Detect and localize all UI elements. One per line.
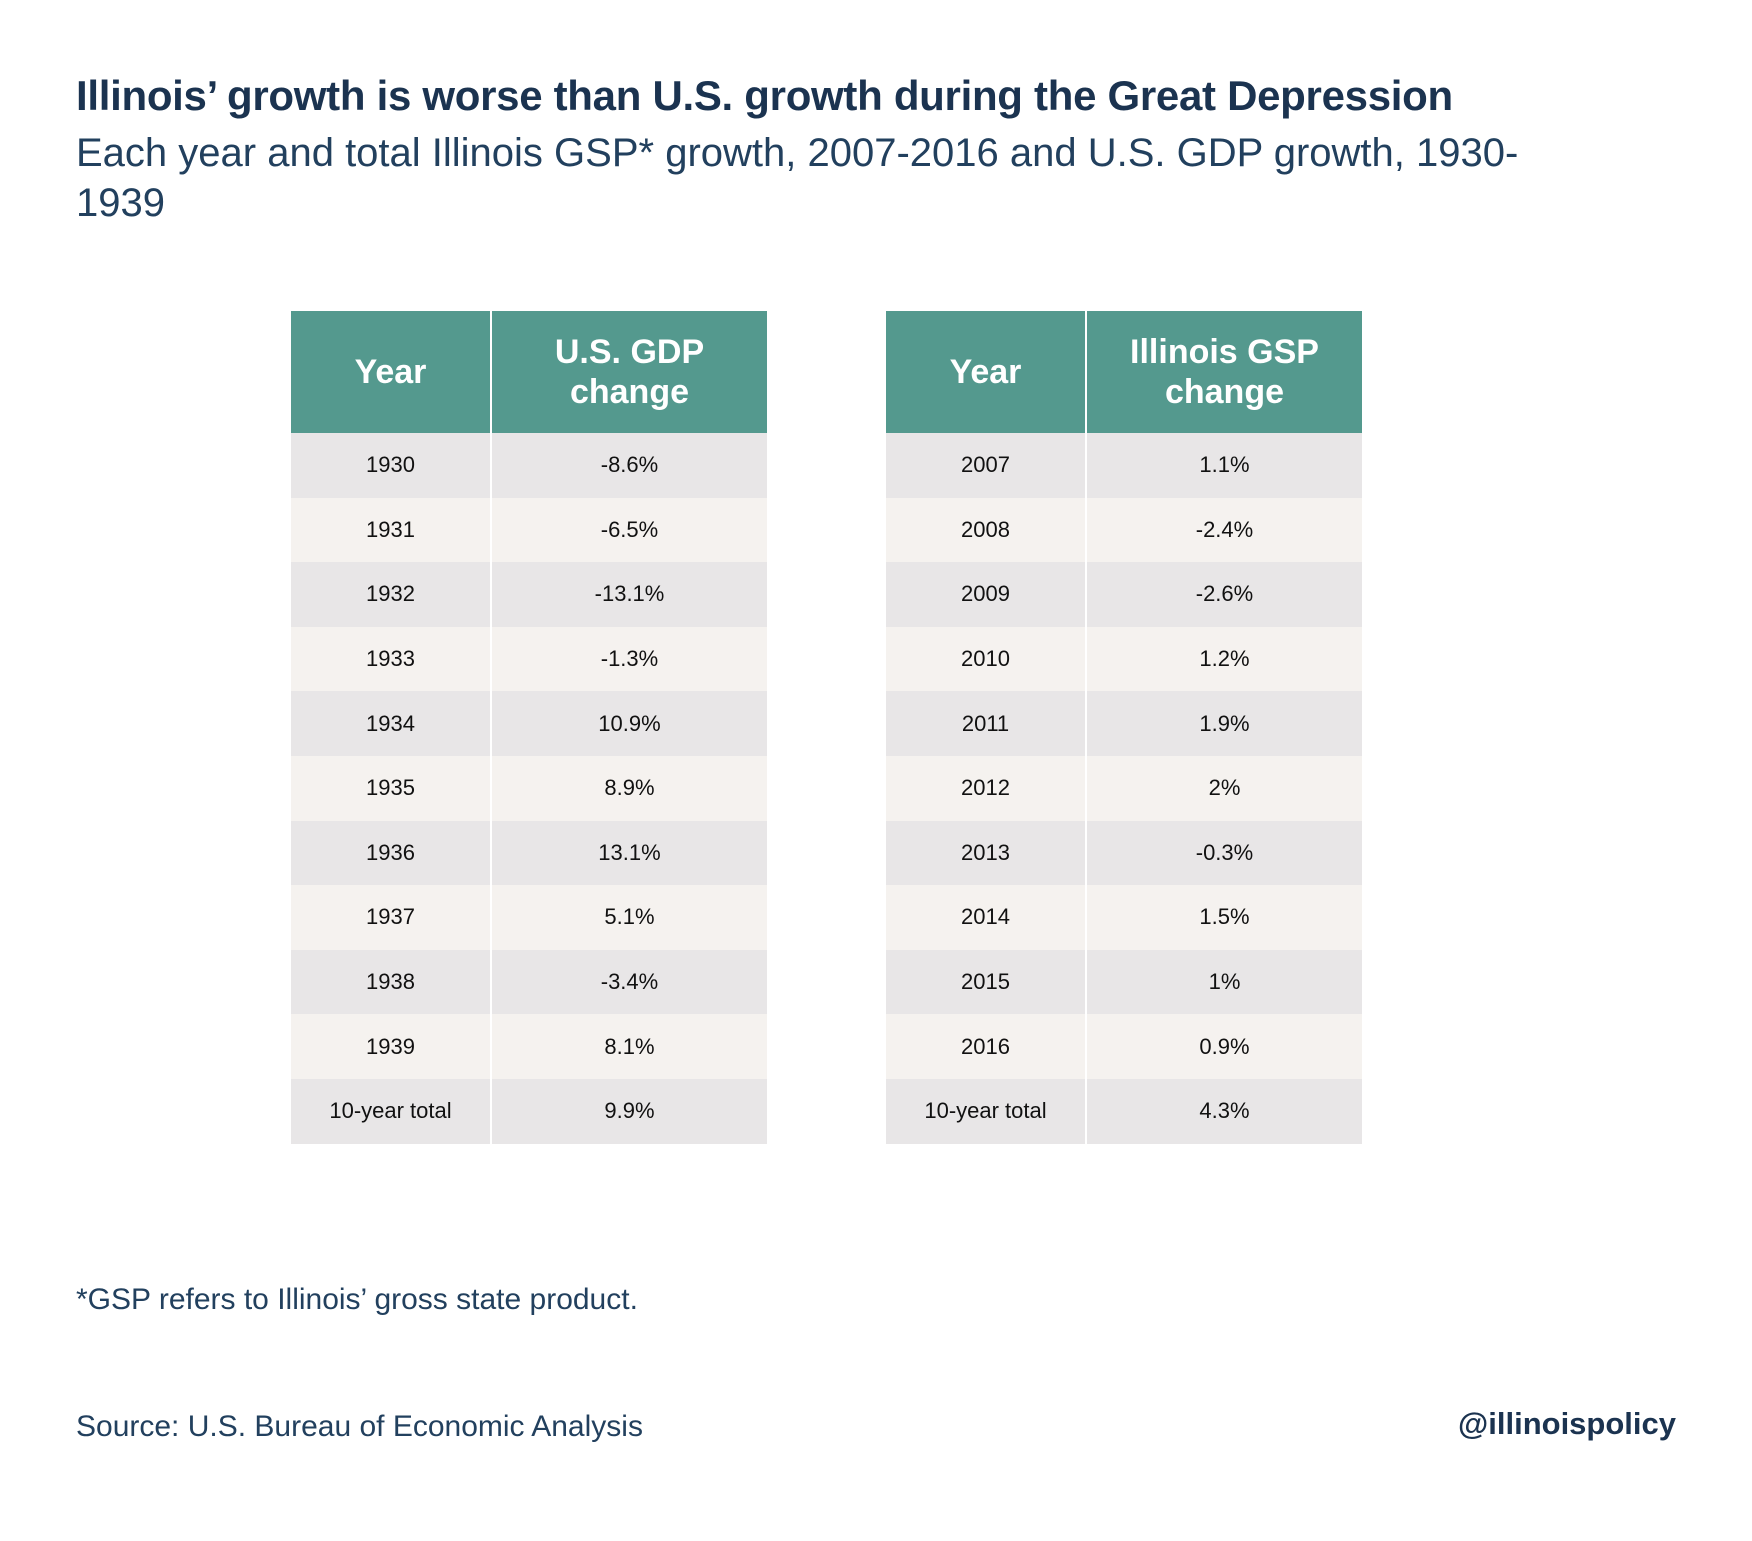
table-row: 2010 1.2% bbox=[886, 626, 1362, 692]
social-handle: @illinoispolicy bbox=[1458, 1406, 1676, 1441]
table-row: 1938 -3.4% bbox=[291, 949, 767, 1015]
year-cell: 1934 bbox=[291, 691, 491, 756]
year-cell: 2016 bbox=[886, 1014, 1086, 1079]
change-cell: -6.5% bbox=[490, 497, 767, 563]
table-row: 1939 8.1% bbox=[291, 1014, 767, 1079]
table-row: 2014 1.5% bbox=[886, 885, 1362, 950]
year-cell: 2011 bbox=[886, 691, 1086, 756]
change-cell: 4.3% bbox=[1085, 1078, 1362, 1144]
table-row: 2011 1.9% bbox=[886, 691, 1362, 756]
change-cell: -3.4% bbox=[490, 949, 767, 1015]
year-cell: 2007 bbox=[886, 433, 1086, 498]
table-row: 2007 1.1% bbox=[886, 433, 1362, 498]
table-row: 1931 -6.5% bbox=[291, 497, 767, 563]
change-cell: 8.9% bbox=[490, 755, 767, 821]
chart-subtitle: Each year and total Illinois GSP* growth… bbox=[76, 131, 1519, 225]
change-cell: 2% bbox=[1085, 755, 1362, 821]
year-cell: 10-year total bbox=[886, 1078, 1086, 1144]
change-cell: -13.1% bbox=[490, 562, 767, 627]
year-cell: 2012 bbox=[886, 755, 1086, 821]
us-gdp-table: Year U.S. GDP change 1930 -8.6% 1931 -6.5% 1… bbox=[291, 311, 767, 1144]
table-row: 1934 10.9% bbox=[291, 691, 767, 756]
table-row: 1937 5.1% bbox=[291, 885, 767, 950]
table-row: 2016 0.9% bbox=[886, 1014, 1362, 1079]
chart-title: Illinois’ growth is worse than U.S. grow… bbox=[76, 72, 1453, 119]
change-cell: 10.9% bbox=[490, 691, 767, 756]
year-cell: 1935 bbox=[291, 755, 491, 821]
year-cell: 1930 bbox=[291, 433, 491, 498]
change-cell: -8.6% bbox=[490, 433, 767, 498]
source-note: Source: U.S. Bureau of Economic Analysis bbox=[76, 1410, 643, 1443]
year-cell: 1933 bbox=[291, 626, 491, 692]
change-cell: 1.2% bbox=[1085, 626, 1362, 692]
table-row: 1930 -8.6% bbox=[291, 433, 767, 498]
year-cell: 1932 bbox=[291, 562, 491, 627]
change-cell: 5.1% bbox=[490, 885, 767, 950]
change-cell: 1% bbox=[1085, 949, 1362, 1015]
table-row: 1932 -13.1% bbox=[291, 562, 767, 627]
year-cell: 1936 bbox=[291, 820, 491, 886]
year-cell: 2014 bbox=[886, 885, 1086, 950]
us-gdp-change-column-header: U.S. GDP change bbox=[490, 311, 767, 433]
year-column-header: Year bbox=[291, 311, 491, 433]
change-cell: 0.9% bbox=[1085, 1014, 1362, 1079]
year-cell: 10-year total bbox=[291, 1078, 491, 1144]
change-cell: -1.3% bbox=[490, 626, 767, 692]
change-cell: -0.3% bbox=[1085, 820, 1362, 886]
change-cell: -2.4% bbox=[1085, 497, 1362, 563]
table-row: 10-year total 9.9% bbox=[291, 1078, 767, 1144]
table-row: 2015 1% bbox=[886, 949, 1362, 1015]
table-row: 1933 -1.3% bbox=[291, 626, 767, 692]
change-cell: 8.1% bbox=[490, 1014, 767, 1079]
year-cell: 2008 bbox=[886, 497, 1086, 563]
illinois-gsp-table: Year Illinois GSP change 2007 1.1% 2008 -2.… bbox=[886, 311, 1362, 1144]
illinois-gsp-change-column-header: Illinois GSP change bbox=[1085, 311, 1362, 433]
year-column-header: Year bbox=[886, 311, 1086, 433]
year-cell: 1939 bbox=[291, 1014, 491, 1079]
table-row: 2012 2% bbox=[886, 755, 1362, 821]
year-cell: 1937 bbox=[291, 885, 491, 950]
change-cell: 9.9% bbox=[490, 1078, 767, 1144]
change-cell: 1.1% bbox=[1085, 433, 1362, 498]
table-row: 10-year total 4.3% bbox=[886, 1078, 1362, 1144]
change-cell: 1.9% bbox=[1085, 691, 1362, 756]
table-row: 2009 -2.6% bbox=[886, 562, 1362, 627]
change-cell: 13.1% bbox=[490, 820, 767, 886]
year-cell: 2010 bbox=[886, 626, 1086, 692]
year-cell: 1931 bbox=[291, 497, 491, 563]
year-cell: 2009 bbox=[886, 562, 1086, 627]
change-cell: -2.6% bbox=[1085, 562, 1362, 627]
year-cell: 1938 bbox=[291, 949, 491, 1015]
year-cell: 2015 bbox=[886, 949, 1086, 1015]
table-row: 1935 8.9% bbox=[291, 755, 767, 821]
table-row: 2013 -0.3% bbox=[886, 820, 1362, 886]
year-cell: 2013 bbox=[886, 820, 1086, 886]
change-cell: 1.5% bbox=[1085, 885, 1362, 950]
footnote: *GSP refers to Illinois’ gross state pro… bbox=[76, 1283, 638, 1316]
table-row: 2008 -2.4% bbox=[886, 497, 1362, 563]
table-row: 1936 13.1% bbox=[291, 820, 767, 886]
